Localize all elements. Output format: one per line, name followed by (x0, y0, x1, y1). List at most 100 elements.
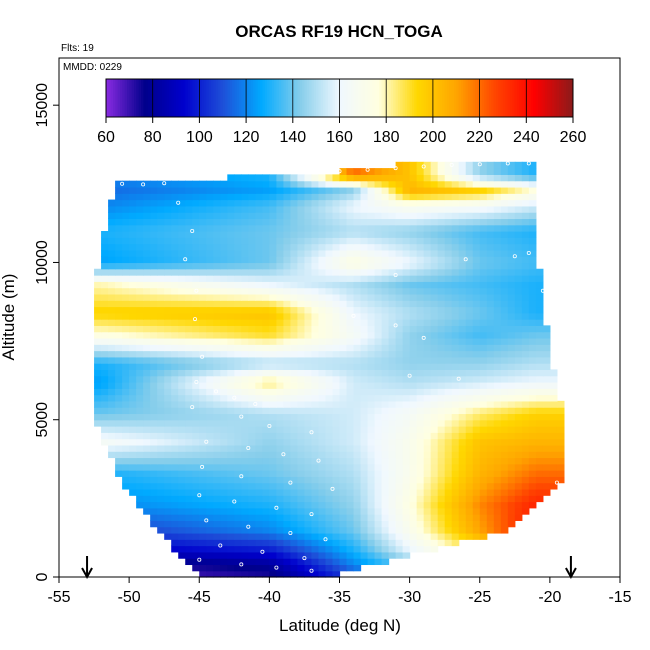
heatmap-cell (325, 514, 334, 521)
heatmap-cell (269, 426, 277, 433)
heatmap-cell (423, 312, 432, 320)
colorbar-segment (306, 79, 310, 117)
heatmap-cell (444, 451, 453, 459)
heatmap-cell (381, 268, 390, 276)
heatmap-cell (430, 520, 439, 528)
heatmap-cell (486, 205, 495, 213)
heatmap-cell (381, 186, 390, 194)
heatmap-cell (409, 381, 418, 389)
heatmap-cell (290, 331, 299, 339)
heatmap-cell (185, 369, 193, 377)
heatmap-cell (318, 268, 327, 276)
heatmap-cell (213, 325, 221, 333)
heatmap-cell (437, 218, 446, 226)
heatmap-cell (157, 451, 165, 459)
heatmap-cell (234, 413, 242, 421)
heatmap-cell (353, 256, 362, 264)
heatmap-cell (164, 470, 172, 477)
heatmap-cell (185, 514, 193, 521)
heatmap-cell (465, 369, 474, 377)
heatmap-cell (150, 205, 158, 213)
heatmap-cell (220, 457, 228, 465)
heatmap-cell (129, 363, 137, 370)
heatmap-cell (227, 331, 235, 339)
flight-point (197, 557, 202, 562)
heatmap-cell (367, 337, 376, 345)
heatmap-cell (472, 161, 481, 169)
heatmap-cell (227, 275, 235, 282)
heatmap-cell (178, 482, 186, 490)
heatmap-cell (115, 438, 123, 446)
heatmap-cell (402, 501, 411, 509)
flight-point (190, 228, 195, 233)
heatmap-cell (437, 231, 446, 238)
heatmap-cell (339, 287, 348, 295)
heatmap-cell (325, 193, 334, 201)
heatmap-cell (276, 388, 284, 396)
heatmap-cell (220, 507, 228, 515)
heatmap-cell (129, 199, 137, 207)
heatmap-cell (122, 400, 130, 408)
heatmap-cell (241, 438, 249, 446)
heatmap-cell (507, 231, 516, 238)
heatmap-cell (360, 174, 369, 182)
heatmap-cell (269, 394, 277, 402)
heatmap-cell (374, 545, 383, 553)
heatmap-cell (402, 300, 411, 308)
heatmap-cell (234, 356, 242, 364)
heatmap-cell (143, 281, 151, 289)
heatmap-cell (171, 180, 179, 188)
heatmap-cell (136, 218, 144, 226)
heatmap-cell (101, 256, 109, 264)
heatmap-cell (374, 312, 383, 320)
heatmap-cell (486, 262, 495, 270)
heatmap-cell (437, 507, 446, 515)
heatmap-cell (234, 337, 242, 345)
heatmap-cell (367, 432, 376, 440)
flight-point (323, 537, 328, 542)
heatmap-cell (241, 249, 249, 257)
heatmap-cell (122, 237, 130, 245)
heatmap-cell (437, 426, 446, 433)
heatmap-cell (430, 394, 439, 402)
heatmap-cell (430, 419, 439, 427)
heatmap-cell (94, 325, 102, 333)
colorbar-segment (148, 79, 151, 117)
heatmap-cell (178, 438, 186, 446)
heatmap-cell (395, 306, 404, 314)
heatmap-cell (486, 457, 495, 465)
heatmap-cell (276, 526, 284, 534)
heatmap-cell (521, 463, 530, 471)
heatmap-cell (325, 319, 334, 326)
heatmap-cell (220, 199, 228, 207)
heatmap-cell (367, 287, 376, 295)
heatmap-cell (395, 539, 404, 547)
heatmap-cell (451, 476, 460, 484)
heatmap-cell (241, 363, 249, 370)
heatmap-cell (493, 262, 502, 270)
heatmap-cell (472, 419, 481, 427)
heatmap-cell (297, 268, 306, 276)
heatmap-cell (164, 482, 172, 490)
heatmap-cell (199, 520, 207, 528)
colorbar-segment (465, 79, 469, 117)
heatmap-cell (388, 231, 397, 238)
heatmap-cell (507, 363, 516, 370)
heatmap-cell (276, 293, 284, 301)
heatmap-cell (367, 331, 376, 339)
heatmap-cell (185, 312, 193, 320)
heatmap-cell (388, 287, 397, 295)
heatmap-cell (234, 520, 242, 528)
heatmap-cell (353, 224, 362, 232)
heatmap-cell (269, 262, 277, 270)
heatmap-cell (283, 325, 292, 333)
heatmap-cell (493, 293, 502, 301)
heatmap-cell (94, 381, 102, 389)
heatmap-cell (122, 394, 130, 402)
heatmap-cell (346, 174, 355, 182)
heatmap-cell (290, 337, 299, 345)
heatmap-cell (444, 369, 453, 377)
heatmap-cell (339, 381, 348, 389)
heatmap-cell (227, 218, 235, 226)
heatmap-cell (178, 281, 186, 289)
